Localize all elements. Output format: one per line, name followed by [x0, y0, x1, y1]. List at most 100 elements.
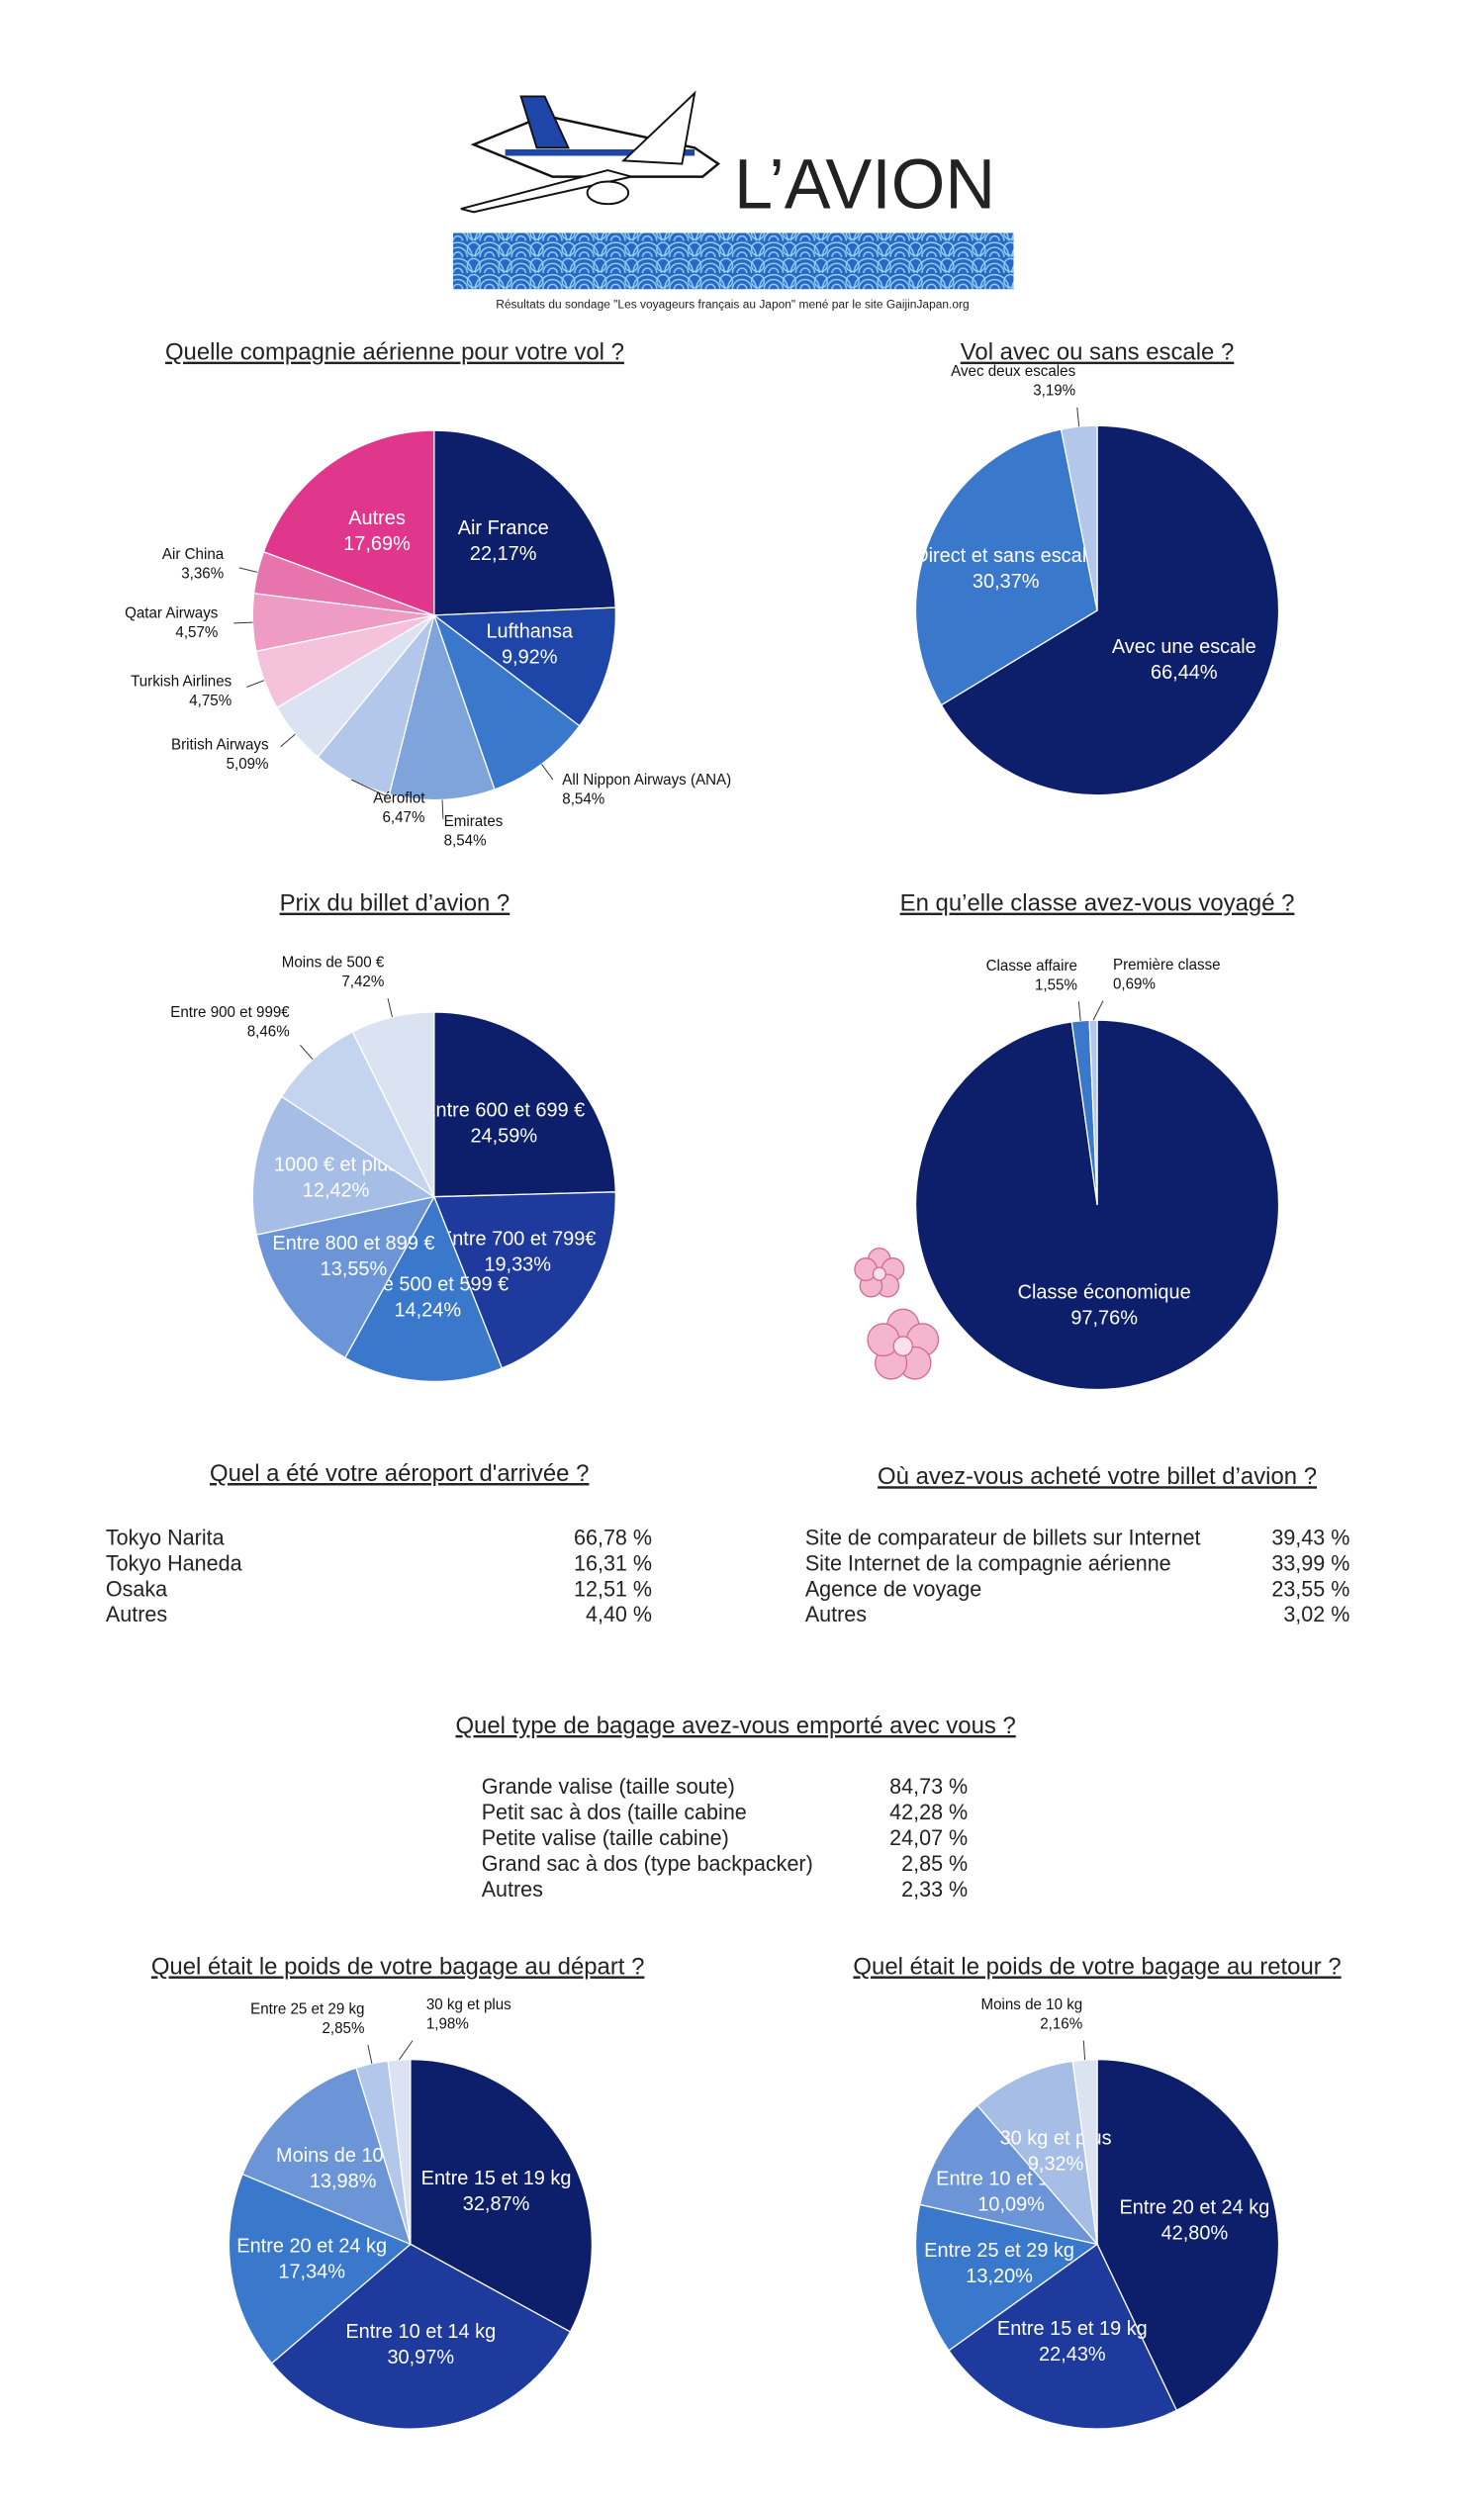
leader-line	[367, 2044, 373, 2064]
plane-illustration	[460, 90, 721, 214]
slice-label: Entre 10 et 14 kg	[345, 2321, 496, 2343]
slice-label: Direct et sans escale	[914, 545, 1097, 567]
pie-slice	[433, 429, 616, 616]
chart-title: Quel était le poids de votre bagage au d…	[151, 1953, 645, 1980]
header-title: L’AVION	[734, 145, 995, 225]
pie-slice	[948, 2243, 1178, 2430]
pie-slice	[270, 2243, 572, 2430]
slice-value-label: 30,97%	[387, 2347, 454, 2368]
table-title: Quel type de bagage avez-vous emporté av…	[455, 1713, 1015, 1739]
slice-label: Entre 700 et 799€	[439, 1228, 596, 1250]
row-label: Osaka	[106, 1576, 168, 1601]
slice-value-label: 8,46%	[247, 1023, 290, 1040]
row-value: 16,31 %	[574, 1550, 652, 1575]
slice-value-label: 24,59%	[470, 1125, 537, 1147]
row-label: Grand sac à dos (type backpacker)	[482, 1851, 813, 1876]
slice-label: Avec deux escales	[951, 363, 1075, 380]
pie-slice	[919, 2104, 1099, 2246]
leader-line	[399, 2040, 414, 2061]
slice-value-label: 3,36%	[181, 566, 224, 583]
row-value: 2,85 %	[901, 1851, 968, 1876]
slice-value-label: 2,85%	[323, 2020, 365, 2037]
slice-value-label: 8,54%	[562, 790, 604, 807]
slice-label: Entre 25 et 29 kg	[250, 2000, 364, 2017]
pie-slice	[255, 1195, 436, 1359]
slice-value-label: 4,57%	[175, 624, 218, 641]
slice-label: Emirates	[444, 813, 504, 830]
row-label: Tokyo Haneda	[106, 1550, 243, 1575]
row-label: Agence de voyage	[805, 1576, 981, 1601]
pie-slice	[914, 428, 1098, 706]
row-value: 33,99 %	[1271, 1550, 1349, 1575]
pie-slice	[241, 2067, 412, 2246]
slice-label: Entre 15 et 19 kg	[997, 2318, 1148, 2340]
pie-slice	[975, 2060, 1098, 2247]
slice-value-label: 3,19%	[1033, 383, 1075, 400]
row-value: 42,28 %	[889, 1800, 968, 1824]
slice-value-label: 7,42%	[341, 974, 384, 990]
leader-line	[441, 799, 444, 819]
slice-value-label: 22,17%	[470, 543, 537, 565]
row-label: Autres	[482, 1877, 543, 1902]
slice-value-label: 17,34%	[278, 2261, 345, 2282]
row-value: 66,78 %	[574, 1525, 652, 1549]
row-value: 3,02 %	[1283, 1602, 1349, 1626]
leader-line	[1092, 1000, 1104, 1021]
slice-value-label: 8,54%	[444, 833, 487, 850]
slice-value-label: 42,80%	[1161, 2223, 1229, 2245]
table-title: Où avez-vous acheté votre billet d’avion…	[878, 1463, 1317, 1490]
slice-value-label: 13,55%	[321, 1258, 388, 1280]
leader-line	[280, 733, 296, 748]
slice-value-label: 97,76%	[1070, 1307, 1138, 1329]
pie-slice	[251, 1095, 436, 1236]
slice-label: Entre 800 et 899 €	[272, 1233, 434, 1254]
slice-label: Lufthansa	[486, 620, 573, 642]
pie-slice	[432, 1191, 616, 1369]
slice-value-label: 6,47%	[383, 809, 425, 826]
chart-title: Prix du billet d’avion ?	[280, 889, 510, 916]
leader-line	[541, 764, 554, 781]
pie-slice	[1096, 2058, 1280, 2412]
pie-slice	[914, 2203, 1099, 2352]
leader-line	[1077, 1001, 1081, 1021]
slice-value-label: 5,09%	[227, 756, 269, 773]
leader-line	[245, 680, 265, 688]
slice-label: Air China	[162, 546, 225, 563]
slice-label: Avec une escale	[1112, 636, 1256, 658]
slice-label: Première classe	[1113, 957, 1221, 974]
slice-value-label: 1,98%	[426, 2015, 469, 2032]
slice-value-label: 66,44%	[1151, 662, 1218, 684]
slice-label: Moins de 500 €	[282, 955, 385, 972]
slice-value-label: 13,98%	[310, 2171, 377, 2192]
pie-slice	[280, 1030, 436, 1199]
row-label: Grande valise (taille soute)	[482, 1774, 735, 1799]
row-value: 2,33 %	[901, 1877, 968, 1902]
pie-slice	[351, 1011, 435, 1197]
slice-value-label: 0,69%	[1113, 975, 1156, 992]
slice-value-label: 14,24%	[394, 1299, 461, 1321]
leader-line	[300, 1044, 314, 1061]
slice-label: Turkish Airlines	[131, 673, 232, 690]
slice-label: Moins de 10 kg	[980, 1996, 1082, 2013]
cherry-blossoms	[854, 1247, 940, 1380]
row-value: 84,73 %	[889, 1774, 968, 1799]
leader-line	[1076, 407, 1080, 427]
slice-label: Entre 20 et 24 kg	[236, 2236, 387, 2258]
row-label: Site Internet de la compagnie aérienne	[805, 1550, 1171, 1575]
leader-line	[1082, 2040, 1086, 2061]
pie-slice	[433, 1011, 616, 1198]
slice-value-label: 32,87%	[463, 2193, 530, 2215]
pie-slice	[432, 606, 616, 727]
slice-label: Air France	[458, 517, 549, 539]
chart-title: Vol avec ou sans escale ?	[961, 338, 1235, 365]
row-label: Autres	[805, 1602, 867, 1626]
slice-value-label: 13,20%	[966, 2266, 1033, 2287]
slice-label: All Nippon Airways (ANA)	[562, 772, 731, 789]
row-value: 39,43 %	[1271, 1525, 1349, 1549]
slice-value-label: 1,55%	[1035, 976, 1077, 993]
pie-slice	[228, 2173, 413, 2365]
slice-label: Autres	[348, 508, 406, 529]
row-label: Autres	[106, 1602, 167, 1626]
